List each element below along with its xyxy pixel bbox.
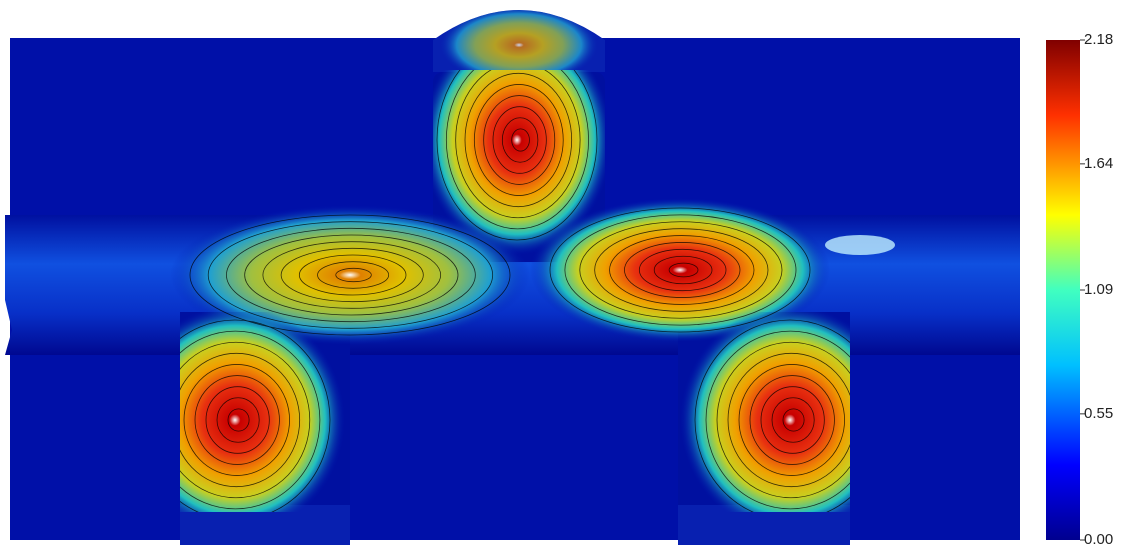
colorbar-axis: 0.00 0.55 1.09 1.64 2.18 [1080,31,1113,548]
colorbar-tick-label: 0.00 [1084,531,1113,548]
colorbar-tick-label: 0.55 [1084,405,1113,422]
chart: 0.00 0.55 1.09 1.64 2.18 [0,0,1136,550]
colorbar-tick-label: 1.64 [1084,155,1113,172]
field [5,5,1020,545]
colorbar-tick-label: 1.09 [1084,281,1113,298]
colorbar [1046,40,1080,540]
colorbar-tick-label: 2.18 [1084,31,1113,48]
